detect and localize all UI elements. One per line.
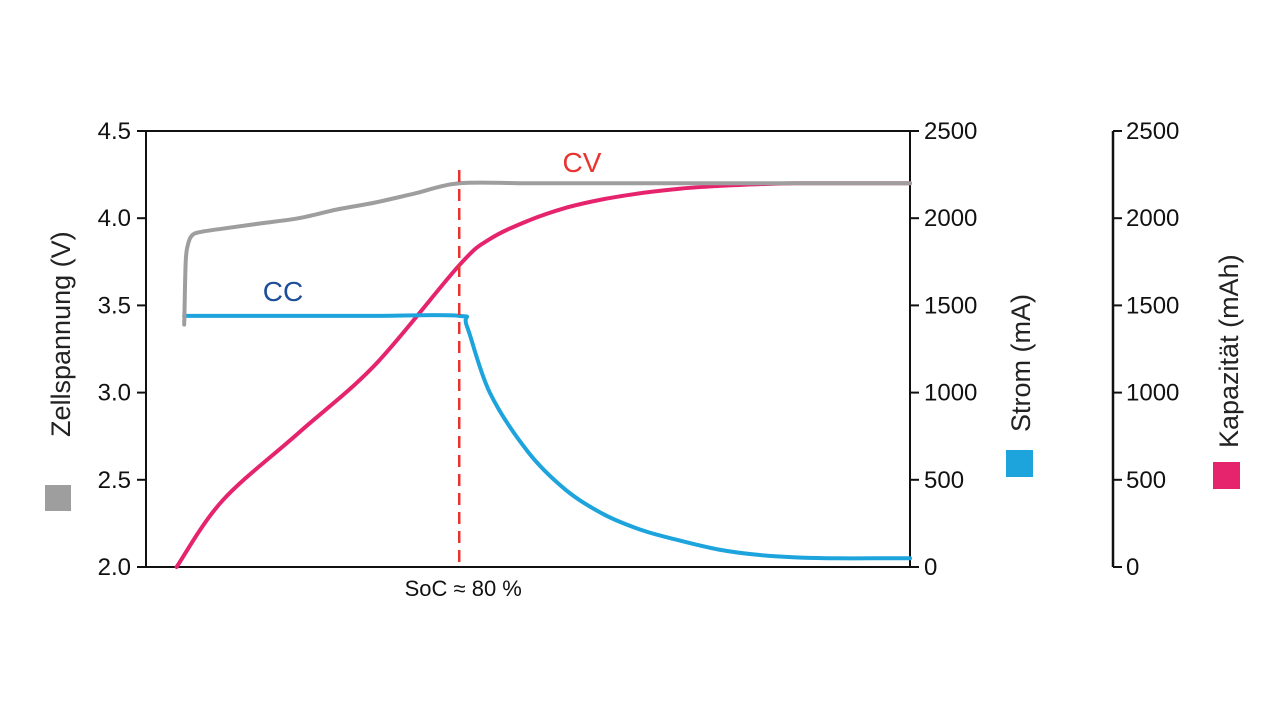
current-axis-tick-label: 1500: [924, 292, 977, 319]
current-axis-tick-label: 0: [924, 554, 937, 581]
capacity-axis-tick-label: 2500: [1126, 118, 1179, 145]
voltage-axis-tick-label: 3.0: [98, 380, 131, 407]
voltage-axis-tick-label: 3.5: [98, 292, 131, 319]
voltage-legend-swatch: [45, 485, 71, 511]
current-axis-tick-label: 500: [924, 467, 964, 494]
capacity-axis-ticks: 0 500 1000 1500 2000 2500: [1113, 118, 1179, 581]
capacity-legend-swatch: [1213, 462, 1240, 489]
capacity-axis-title: Kapazität (mAh): [1214, 254, 1244, 448]
current-axis-title: Strom (mA): [1006, 294, 1036, 432]
cv-annotation: CV: [563, 147, 602, 178]
voltage-axis-title: Zellspannung (V): [46, 231, 76, 437]
plot-frame: [145, 130, 911, 568]
cc-annotation: CC: [263, 276, 303, 307]
voltage-series-line: [182, 180, 912, 327]
capacity-axis-tick-label: 1000: [1126, 380, 1179, 407]
voltage-axis-tick-label: 4.0: [98, 205, 131, 232]
capacity-axis-tick-label: 500: [1126, 467, 1166, 494]
voltage-axis-ticks: 2.0 2.5 3.0 3.5 4.0 4.5: [98, 118, 146, 581]
current-axis-tick-label: 2500: [924, 118, 977, 145]
voltage-axis-tick-label: 2.5: [98, 467, 131, 494]
current-axis-ticks: 0 500 1000 1500 2000 2500: [910, 118, 977, 581]
current-legend-swatch: [1006, 450, 1033, 477]
capacity-series-line: [174, 181, 912, 569]
series-lines: [174, 180, 912, 569]
capacity-axis-tick-label: 0: [1126, 554, 1139, 581]
current-axis-tick-label: 1000: [924, 380, 977, 407]
capacity-axis-tick-label: 2000: [1126, 205, 1179, 232]
capacity-axis-tick-label: 1500: [1126, 292, 1179, 319]
current-axis-tick-label: 2000: [924, 205, 977, 232]
soc-marker-label: SoC ≈ 80 %: [405, 576, 522, 601]
current-series-line: [182, 313, 912, 561]
voltage-axis-tick-label: 2.0: [98, 554, 131, 581]
voltage-axis-tick-label: 4.5: [98, 118, 131, 145]
